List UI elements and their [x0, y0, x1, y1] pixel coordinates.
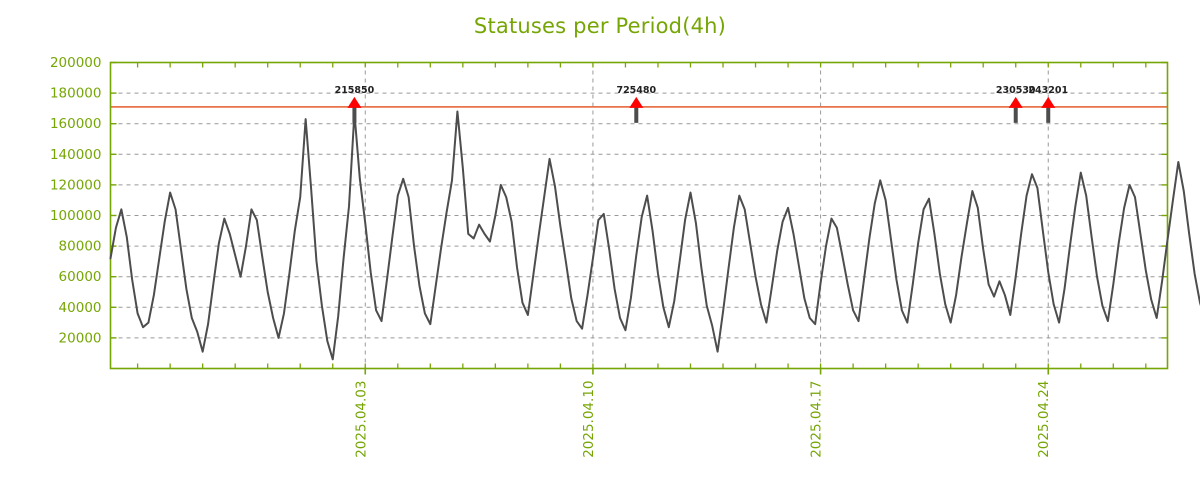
peak-value-label: 215850: [335, 85, 375, 96]
series-line: [109, 110, 1200, 361]
peak-triangle-marker[interactable]: [629, 96, 644, 108]
grid-lines: [110, 62, 1168, 369]
peak-value-label: 243201: [1028, 85, 1068, 96]
peak-triangle-marker[interactable]: [347, 96, 362, 108]
x-axis-tick-label: 2025.04.10: [581, 381, 597, 458]
peak-triangle-marker[interactable]: [1008, 96, 1023, 108]
peak-triangle-marker[interactable]: [1041, 96, 1056, 108]
y-axis-tick-label: 120000: [50, 177, 102, 193]
marker-stem: [634, 106, 639, 123]
x-axis-tick-label: 2025.04.03: [353, 381, 369, 458]
marker-stem: [352, 106, 357, 123]
y-axis-tick-label: 160000: [50, 116, 102, 132]
y-axis-labels: 20000 40000 60000 80000 100000 120000 140000 16…: [50, 55, 102, 346]
y-axis-tick-label: 200000: [50, 55, 102, 71]
y-axis-tick-label: 80000: [59, 239, 102, 255]
axis-ticks: [110, 61, 1168, 375]
peak-markers: [347, 96, 1056, 123]
y-axis-tick-label: 40000: [59, 300, 102, 316]
y-axis-tick-label: 180000: [50, 86, 102, 102]
y-axis-tick-label: 60000: [59, 269, 102, 285]
chart-title: Statuses per Period(4h): [473, 14, 727, 38]
y-axis-tick-label: 140000: [50, 147, 102, 163]
x-axis-tick-label: 2025.04.24: [1036, 381, 1052, 458]
marker-stem: [1013, 106, 1018, 123]
y-axis-tick-label: 20000: [59, 330, 102, 346]
x-axis-labels: 2025.04.03 2025.04.10 2025.04.17 2025.04.24: [353, 381, 1052, 458]
data-series-line: [109, 110, 1200, 361]
marker-stem: [1046, 106, 1051, 123]
y-axis-tick-label: 100000: [50, 208, 102, 224]
peak-value-label: 725480: [616, 85, 656, 96]
peak-value-label: 230530: [996, 85, 1036, 96]
x-axis-tick-label: 2025.04.17: [809, 381, 825, 458]
